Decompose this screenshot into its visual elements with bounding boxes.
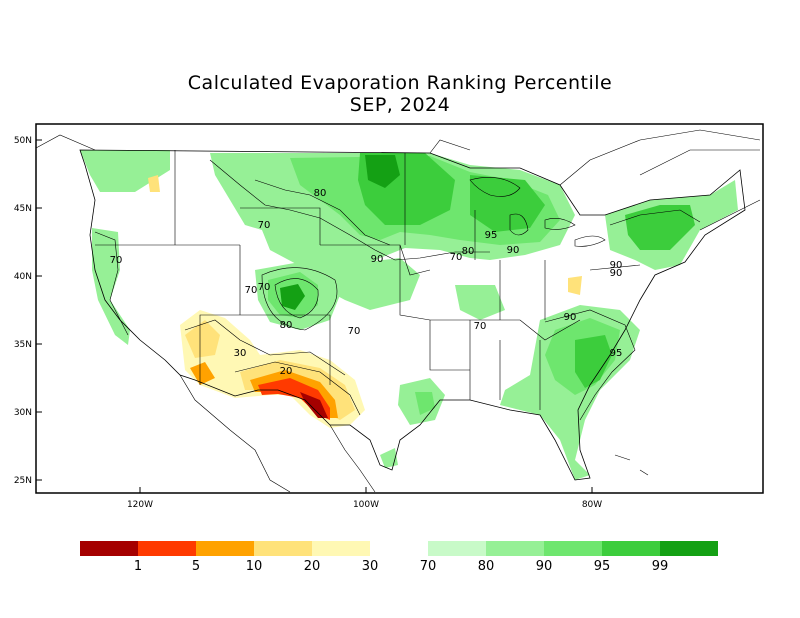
lat-label-35n: 35N xyxy=(14,340,32,350)
canada-outline xyxy=(35,129,761,231)
region-nd-dark xyxy=(365,155,400,188)
contour-label: 70 xyxy=(348,326,361,337)
state-lines xyxy=(95,150,641,410)
region-pnw xyxy=(80,150,170,192)
contour-label: 70 xyxy=(474,321,487,332)
contour-label: 80 xyxy=(314,188,327,199)
lon-label-80w: 80W xyxy=(582,500,602,510)
contour-label: 90 xyxy=(610,268,623,279)
legend-swatch-high-4 xyxy=(660,541,718,556)
region-west-coast xyxy=(92,228,130,345)
contour-label: 95 xyxy=(610,348,623,359)
contour-label: 70 xyxy=(450,252,463,263)
us-outline xyxy=(79,149,746,481)
lon-label-100w: 100W xyxy=(353,500,379,510)
title-line-1: Calculated Evaporation Ranking Percentil… xyxy=(187,72,613,94)
region-idaho-spot xyxy=(148,175,160,192)
legend: 1 5 10 20 30 70 80 90 95 99 xyxy=(80,541,718,574)
region-va-spot xyxy=(568,276,582,295)
legend-label-20: 20 xyxy=(304,559,321,574)
contour-label: 70 xyxy=(258,220,271,231)
lon-label-120w: 120W xyxy=(127,500,153,510)
lat-label-40n: 40N xyxy=(14,272,32,282)
legend-swatch-high-2 xyxy=(544,541,602,556)
legend-swatch-low-1 xyxy=(138,541,196,556)
region-carolina-core xyxy=(575,335,612,388)
legend-label-10: 10 xyxy=(246,559,263,574)
lat-labels: 50N 45N 40N 35N 30N 25N xyxy=(14,136,42,486)
contour-label: 30 xyxy=(234,348,247,359)
region-colorado-core xyxy=(280,284,305,310)
legend-label-1: 1 xyxy=(134,559,142,574)
map-title: Calculated Evaporation Ranking Percentil… xyxy=(0,72,800,116)
contour-label: 80 xyxy=(280,320,293,331)
legend-high xyxy=(428,541,718,556)
legend-swatch-low-2 xyxy=(196,541,254,556)
lat-label-50n: 50N xyxy=(14,136,32,146)
legend-label-99: 99 xyxy=(652,559,669,574)
map-frame xyxy=(35,123,764,494)
lat-label-25n: 25N xyxy=(14,476,32,486)
legend-label-80: 80 xyxy=(478,559,495,574)
contour-label: 70 xyxy=(258,282,271,293)
legend-label-90: 90 xyxy=(536,559,553,574)
region-ohio-valley xyxy=(455,285,505,320)
contour-label: 95 xyxy=(485,230,498,241)
region-northeast-inner xyxy=(625,205,695,250)
legend-swatch-high-1 xyxy=(486,541,544,556)
lat-label-30n: 30N xyxy=(14,408,32,418)
contour-label: 90 xyxy=(564,312,577,323)
region-southwest-1 xyxy=(300,392,328,418)
contour-label: 90 xyxy=(371,254,384,265)
mexico-outline xyxy=(179,374,649,493)
legend-swatch-low-0 xyxy=(80,541,138,556)
lon-labels: 120W 100W 80W xyxy=(127,487,602,510)
contour-label: 70 xyxy=(110,255,123,266)
contour-label: 80 xyxy=(462,246,475,257)
region-gulf-core xyxy=(415,392,435,415)
contour-label: 70 xyxy=(245,285,258,296)
shaded-regions xyxy=(80,150,738,480)
legend-swatch-low-3 xyxy=(254,541,312,556)
legend-label-30: 30 xyxy=(362,559,379,574)
legend-label-95: 95 xyxy=(594,559,611,574)
contour-label: 90 xyxy=(610,260,623,271)
title-line-2: SEP, 2024 xyxy=(349,94,451,116)
region-southwest-5 xyxy=(258,378,330,420)
contour-label: 90 xyxy=(507,245,520,256)
contour-labels: 80 70 70 70 70 80 70 90 70 80 90 95 90 9… xyxy=(110,188,623,377)
legend-label-5: 5 xyxy=(192,559,200,574)
great-lakes xyxy=(469,177,606,247)
legend-swatch-high-3 xyxy=(602,541,660,556)
region-kansas xyxy=(340,258,420,310)
legend-label-70: 70 xyxy=(420,559,437,574)
legend-swatch-high-0 xyxy=(428,541,486,556)
legend-low xyxy=(80,541,370,556)
boundaries xyxy=(35,129,761,493)
contour-label: 20 xyxy=(280,366,293,377)
legend-swatch-low-4 xyxy=(312,541,370,556)
region-mi-core xyxy=(470,175,545,232)
lat-label-45n: 45N xyxy=(14,204,32,214)
contour-lines xyxy=(94,159,701,421)
